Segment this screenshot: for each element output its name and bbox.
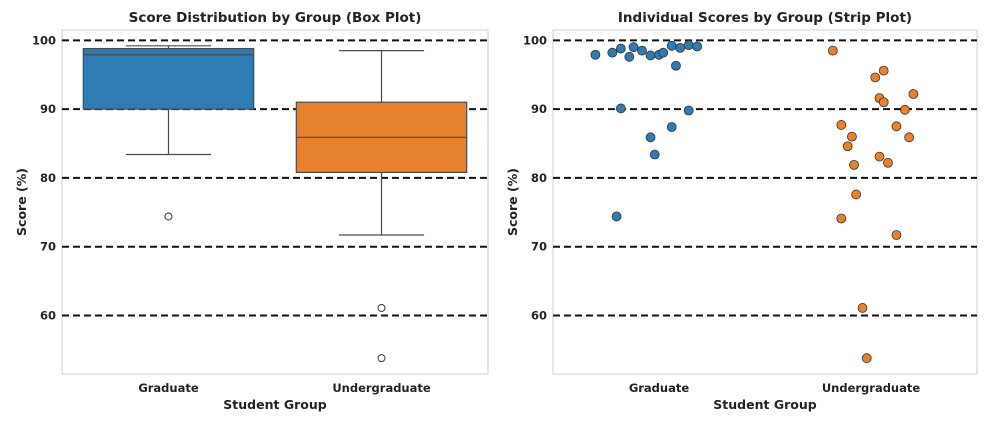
x-axis-label: Student Group bbox=[223, 397, 326, 412]
data-point bbox=[624, 51, 635, 62]
y-tick-label-80: 80 bbox=[40, 171, 56, 185]
y-axis-label: Score (%) bbox=[14, 168, 29, 236]
box-plot-panel: 60 70 80 90 100 Graduate Undergraduate Score Di… bbox=[14, 10, 489, 412]
data-point bbox=[878, 97, 889, 108]
data-point bbox=[671, 60, 681, 71]
data-point bbox=[891, 230, 902, 240]
y-axis-label: Score (%) bbox=[505, 168, 520, 236]
box-iqr bbox=[82, 47, 255, 110]
data-point bbox=[666, 40, 677, 51]
data-point bbox=[692, 41, 703, 52]
data-point bbox=[836, 120, 847, 130]
box-graduate bbox=[82, 45, 255, 221]
data-point bbox=[683, 40, 694, 51]
data-point bbox=[658, 47, 669, 58]
data-point bbox=[645, 50, 656, 61]
y-tick-label-90: 90 bbox=[531, 102, 547, 116]
chart-title: Score Distribution by Group (Box Plot) bbox=[129, 10, 422, 26]
data-point bbox=[615, 103, 626, 114]
data-point bbox=[847, 131, 857, 142]
chart-title: Individual Scores by Group (Strip Plot) bbox=[618, 10, 912, 26]
data-point bbox=[878, 65, 889, 76]
y-tick-label-90: 90 bbox=[40, 102, 56, 116]
outlier-point bbox=[164, 212, 173, 221]
data-point bbox=[861, 353, 872, 364]
y-tick-label-100: 100 bbox=[32, 33, 56, 47]
data-point bbox=[842, 141, 853, 152]
y-tick-label-70: 70 bbox=[531, 240, 547, 254]
data-point bbox=[675, 42, 686, 53]
data-point bbox=[607, 47, 618, 58]
x-axis-label: Student Group bbox=[713, 397, 816, 412]
y-tick-label-70: 70 bbox=[40, 240, 56, 254]
outlier-point bbox=[377, 354, 386, 363]
data-point bbox=[615, 43, 626, 54]
strip-series-undergraduate bbox=[827, 45, 919, 364]
data-point bbox=[849, 159, 859, 170]
y-tick-label-60: 60 bbox=[531, 309, 547, 323]
x-tick-label-undergraduate: Undergraduate bbox=[332, 381, 431, 395]
data-point bbox=[590, 49, 601, 60]
data-point bbox=[908, 89, 919, 99]
data-point bbox=[874, 151, 885, 162]
y-tick-label-80: 80 bbox=[531, 171, 547, 185]
box-undergraduate bbox=[295, 50, 468, 363]
data-point bbox=[827, 45, 838, 56]
data-point bbox=[628, 42, 639, 53]
y-tick-label-100: 100 bbox=[523, 33, 547, 47]
data-point bbox=[904, 132, 915, 143]
outlier-point bbox=[377, 303, 386, 312]
data-point bbox=[883, 157, 893, 168]
data-point bbox=[857, 303, 868, 313]
data-point bbox=[649, 149, 660, 160]
x-tick-label-undergraduate: Undergraduate bbox=[822, 381, 921, 395]
data-point bbox=[900, 104, 910, 115]
data-point bbox=[836, 213, 847, 224]
data-point bbox=[891, 121, 902, 132]
y-tick-label-60: 60 bbox=[40, 309, 56, 323]
strip-series-graduate bbox=[590, 40, 703, 222]
strip-plot-panel: 60 70 80 90 100 Graduate Undergraduate Individu… bbox=[505, 10, 978, 412]
data-point bbox=[611, 211, 622, 222]
data-point bbox=[683, 105, 694, 116]
plot-frame bbox=[61, 29, 489, 375]
x-tick-label-graduate: Graduate bbox=[138, 381, 199, 395]
plot-frame bbox=[552, 29, 978, 375]
data-point bbox=[870, 72, 881, 83]
data-point bbox=[637, 45, 647, 56]
data-point bbox=[645, 132, 656, 143]
data-point bbox=[851, 189, 862, 200]
x-tick-label-graduate: Graduate bbox=[629, 381, 690, 395]
data-point bbox=[666, 122, 677, 132]
